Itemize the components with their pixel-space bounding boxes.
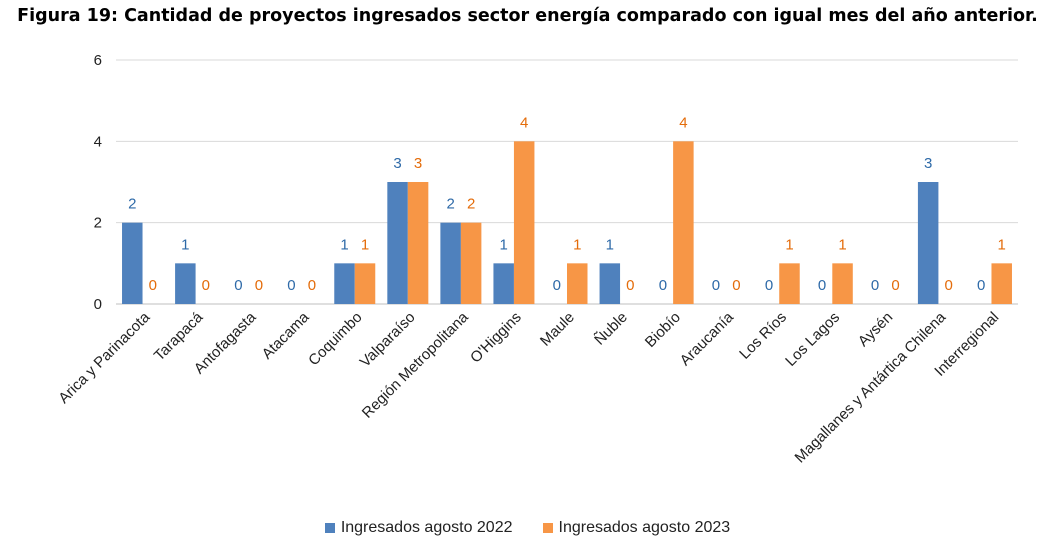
data-label: 1 (181, 236, 189, 253)
x-tick-label: Tarapacá (151, 308, 207, 364)
x-tick-label: Maule (537, 309, 578, 350)
legend-item-2022: Ingresados agosto 2022 (324, 519, 513, 537)
data-label: 0 (891, 277, 899, 294)
bar-2023 (991, 263, 1012, 304)
x-tick-label: Ñuble (591, 309, 631, 349)
y-tick-label: 2 (94, 215, 102, 232)
data-label: 0 (732, 277, 740, 294)
legend-label-2023: Ingresados agosto 2023 (558, 519, 731, 536)
data-label: 4 (679, 114, 687, 131)
bar-2023 (460, 222, 482, 304)
x-tick-label: Aysén (855, 309, 896, 350)
bar-2023 (832, 263, 853, 304)
y-tick-label: 0 (94, 296, 102, 313)
data-label: 0 (871, 277, 879, 294)
data-label: 1 (998, 236, 1006, 253)
chart-legend: Ingresados agosto 2022 Ingresados agosto… (0, 519, 1055, 537)
data-label: 0 (149, 277, 157, 294)
data-label: 0 (202, 277, 210, 294)
data-label: 4 (520, 114, 528, 131)
data-label: 1 (340, 236, 348, 253)
data-label: 1 (838, 236, 846, 253)
data-label: 1 (606, 236, 614, 253)
bar-2022 (599, 263, 621, 304)
bar-2023 (567, 263, 588, 304)
data-label: 0 (234, 277, 242, 294)
data-label: 0 (977, 277, 985, 294)
bar-2023 (513, 141, 535, 304)
x-tick-label: Los Ríos (736, 309, 790, 363)
data-label: 3 (393, 155, 401, 172)
data-label: 1 (785, 236, 793, 253)
data-label: 0 (287, 277, 295, 294)
x-tick-label: Atacama (259, 308, 313, 362)
bar-2022 (917, 182, 939, 304)
data-label: 2 (467, 196, 475, 213)
chart-title: Figura 19: Cantidad de proyectos ingresa… (17, 6, 1038, 26)
data-label: 2 (446, 196, 454, 213)
data-label: 0 (765, 277, 773, 294)
bar-2023 (407, 182, 429, 304)
data-label: 0 (712, 277, 720, 294)
bar-2023 (673, 141, 694, 304)
legend-item-2023: Ingresados agosto 2023 (542, 519, 731, 537)
x-tick-label: Araucanía (677, 308, 738, 369)
x-tick-label: Región Metropolitana (359, 308, 472, 421)
data-label: 2 (128, 196, 136, 213)
data-label: 1 (500, 236, 508, 253)
data-label: 0 (255, 277, 263, 294)
data-label: 0 (818, 277, 826, 294)
bar-2023 (354, 263, 376, 304)
x-tick-label: Coquimbo (305, 309, 365, 369)
bar-2022 (387, 182, 408, 304)
bar-2022 (440, 222, 461, 304)
data-label: 0 (553, 277, 561, 294)
data-label: 1 (361, 236, 369, 253)
bar-2022 (334, 263, 355, 304)
legend-swatch-2023 (542, 523, 553, 533)
data-label: 0 (659, 277, 667, 294)
data-label: 1 (573, 236, 581, 253)
x-tick-label: O'Higgins (467, 309, 525, 367)
x-tick-label: Biobío (642, 309, 684, 351)
data-label: 0 (944, 277, 952, 294)
data-label: 0 (626, 277, 634, 294)
bar-2023 (779, 263, 800, 304)
bar-2022 (175, 263, 196, 304)
y-tick-label: 4 (94, 133, 102, 150)
legend-label-2022: Ingresados agosto 2022 (340, 519, 513, 536)
x-tick-label: Arica y Parinacota (55, 308, 154, 407)
data-label: 3 (924, 155, 932, 172)
x-tick-label: Los Lagos (782, 309, 843, 370)
data-label: 3 (414, 155, 422, 172)
data-label: 0 (308, 277, 316, 294)
bar-2022 (493, 263, 514, 304)
bar-2022 (122, 222, 143, 304)
y-tick-label: 6 (94, 52, 102, 69)
legend-swatch-2022 (324, 523, 335, 533)
